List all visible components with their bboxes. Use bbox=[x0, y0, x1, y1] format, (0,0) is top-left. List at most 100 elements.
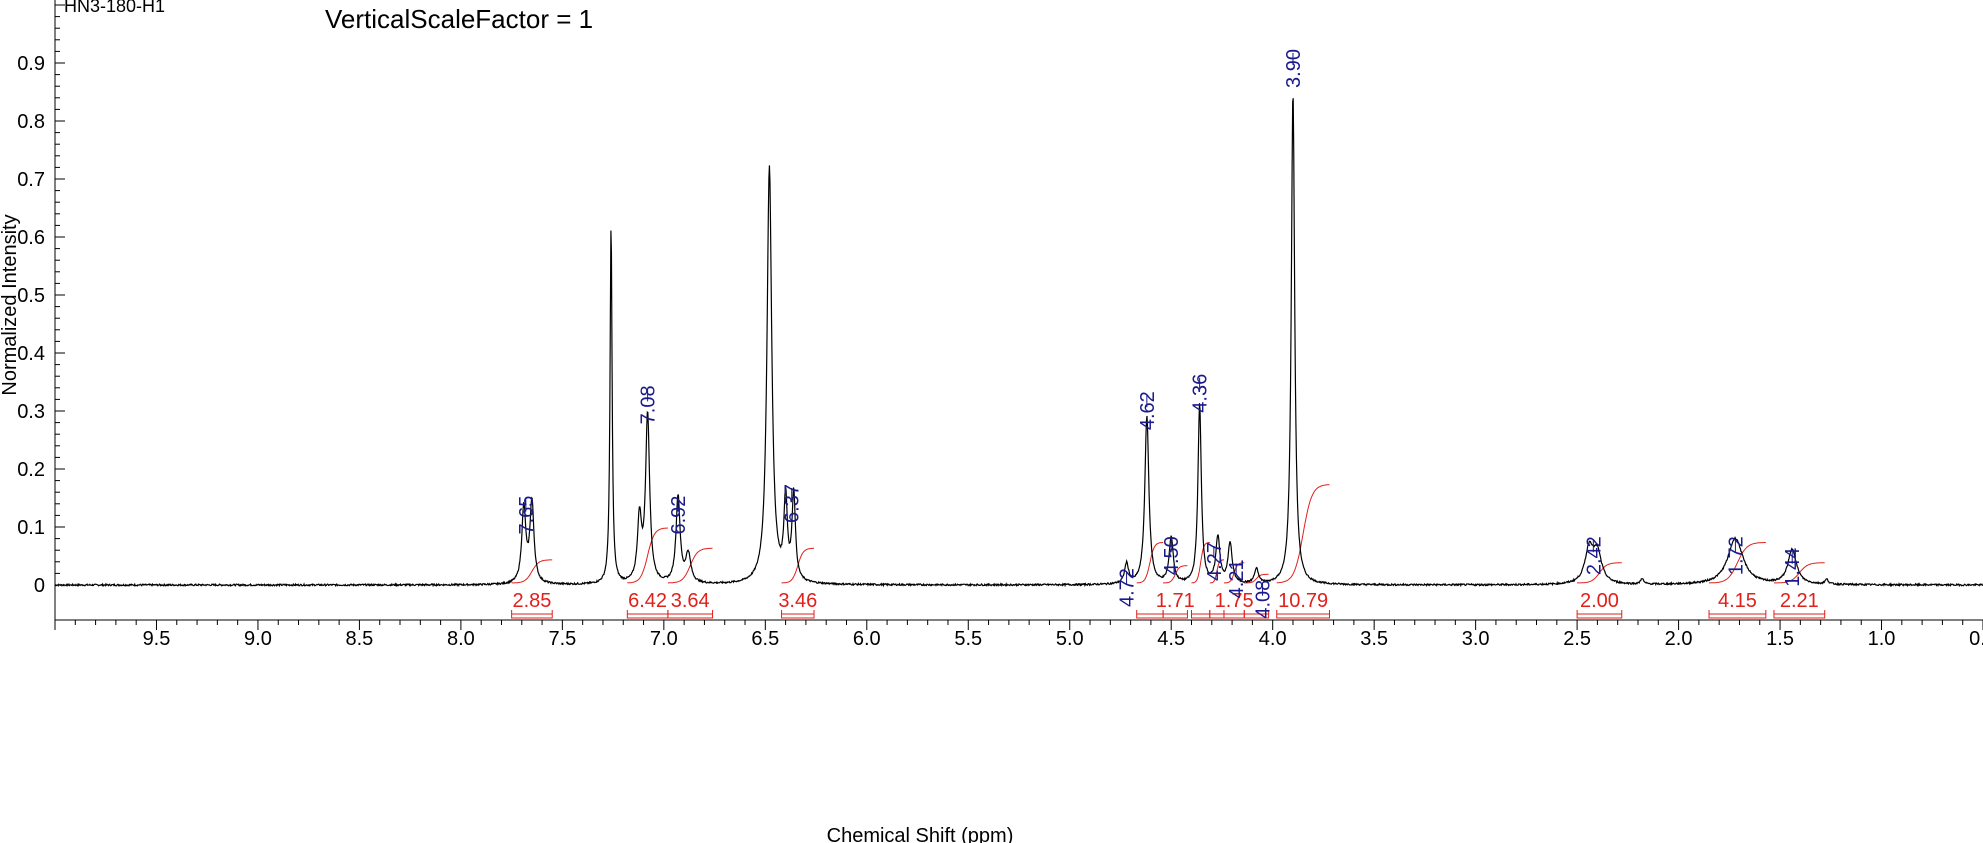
x-tick-label: 9.5 bbox=[143, 628, 171, 650]
axes-layer: 0 0.1 0.2 0.3 0.4 0.5 0.6 0.7 0.8 0.9 9.5 9.0 8.5 8.0… bbox=[17, 0, 1983, 650]
y-tick-label: 0.1 bbox=[17, 517, 45, 539]
integral-region: 1.71 bbox=[1156, 565, 1195, 619]
y-tick-label: 0 bbox=[34, 575, 45, 597]
peak-shift-label: 1.44 bbox=[1782, 548, 1804, 587]
integral-region: 3.64 bbox=[667, 547, 714, 619]
integral-curve bbox=[1577, 562, 1622, 584]
peak-shift-label: 4.50 bbox=[1161, 536, 1183, 575]
x-tick-label: 7.5 bbox=[548, 628, 576, 650]
peak-label: 4.36 bbox=[1190, 374, 1212, 413]
y-tick-label: 0.2 bbox=[17, 459, 45, 481]
integral-bracket bbox=[1708, 610, 1767, 619]
peak-shift-label: 3.90 bbox=[1283, 49, 1305, 88]
peak-label: 6.37 bbox=[782, 484, 804, 523]
x-tick-label: 3.5 bbox=[1360, 628, 1388, 650]
integral-region: 4.15 bbox=[1708, 542, 1767, 619]
x-tick-label: 8.5 bbox=[346, 628, 374, 650]
y-tick-label: 0.7 bbox=[17, 169, 45, 191]
spectrum-layer bbox=[54, 98, 1983, 588]
integral-region: 3.46 bbox=[778, 547, 817, 619]
y-tick-label: 0.8 bbox=[17, 111, 45, 133]
x-tick-label: 4.5 bbox=[1157, 628, 1185, 650]
peak-shift-label: 1.72 bbox=[1725, 536, 1747, 575]
x-tick-label: 6.0 bbox=[853, 628, 881, 650]
peak-label: 4.72 bbox=[1117, 568, 1139, 607]
peak-shift-label: 4.36 bbox=[1190, 374, 1212, 413]
x-tick-label: 5.5 bbox=[954, 628, 982, 650]
y-tick-label: 0.6 bbox=[17, 227, 45, 249]
integral-value-label: 2.21 bbox=[1780, 590, 1819, 612]
peak-label: 3.90 bbox=[1283, 49, 1305, 88]
integral-curve bbox=[1136, 542, 1164, 584]
integral-curve bbox=[1276, 484, 1330, 584]
peak-shift-label: 4.27 bbox=[1204, 542, 1226, 581]
peak-label: 1.72 bbox=[1725, 536, 1747, 575]
integral-bracket bbox=[1276, 610, 1331, 619]
integral-curve bbox=[781, 547, 814, 584]
integral-curve bbox=[1163, 565, 1188, 584]
peak-label: 2.42 bbox=[1583, 536, 1605, 575]
peak-label: 4.27 bbox=[1204, 542, 1226, 581]
y-tick-label: 0.9 bbox=[17, 53, 45, 75]
integral-curve bbox=[627, 527, 668, 584]
integral-value-label: 2.00 bbox=[1580, 590, 1619, 612]
peak-label: 4.62 bbox=[1137, 391, 1159, 430]
y-axis-title: Normalized Intensity bbox=[0, 214, 21, 395]
integrals-layer: 2.85 6.42 3.64 3.46 1.71 1.75 10.79 2.00 4.15 2.2… bbox=[511, 484, 1826, 619]
integral-curve bbox=[511, 559, 553, 584]
peak-shift-label: 4.72 bbox=[1117, 568, 1139, 607]
x-tick-label: 0.5 bbox=[1969, 628, 1983, 650]
peak-shift-label: 4.62 bbox=[1137, 391, 1159, 430]
peak-shift-label: 4.08 bbox=[1253, 580, 1275, 619]
integral-value-label: 6.42 bbox=[628, 590, 667, 612]
peak-label: 4.08 bbox=[1253, 580, 1275, 619]
x-tick-label: 3.0 bbox=[1462, 628, 1490, 650]
y-tick-label: 0.5 bbox=[17, 285, 45, 307]
vertical-scale-factor-label: VerticalScaleFactor = 1 bbox=[325, 4, 594, 34]
integral-region: 2.85 bbox=[511, 559, 553, 619]
x-tick-label: 1.5 bbox=[1766, 628, 1794, 650]
peak-shift-label: 7.65 bbox=[516, 496, 538, 535]
integral-curve bbox=[1209, 559, 1224, 584]
integral-value-label: 1.75 bbox=[1215, 590, 1254, 612]
integral-bracket bbox=[1243, 610, 1270, 619]
sample-id-label: HN3-180-H1 bbox=[64, 0, 166, 16]
peak-label: 1.44 bbox=[1782, 548, 1804, 587]
integral-value-label: 2.85 bbox=[512, 590, 551, 612]
peak-shift-label: 6.92 bbox=[668, 496, 690, 535]
peak-shift-label: 4.21 bbox=[1226, 559, 1248, 598]
integral-region: 10.79 bbox=[1276, 484, 1331, 619]
y-tick-label: 0.3 bbox=[17, 401, 45, 423]
peak-shift-label: 7.08 bbox=[638, 385, 660, 424]
integral-value-label: 10.79 bbox=[1278, 590, 1328, 612]
peak-label: 7.65 bbox=[516, 496, 538, 535]
y-tick-label: 0.4 bbox=[17, 343, 45, 365]
peak-labels-layer: 7.65 7.08 6.92 6.37 4.72 4.62 4.50 4.36 4.27 4.21… bbox=[516, 49, 1804, 619]
x-tick-label: 5.0 bbox=[1056, 628, 1084, 650]
integral-bracket bbox=[1162, 610, 1188, 619]
integral-value-label: 3.46 bbox=[778, 590, 817, 612]
peak-label: 4.50 bbox=[1161, 536, 1183, 575]
x-tick-label: 6.5 bbox=[751, 628, 779, 650]
x-tick-label: 2.5 bbox=[1563, 628, 1591, 650]
x-axis-title: Chemical Shift (ppm) bbox=[827, 825, 1014, 843]
peak-label: 6.92 bbox=[668, 496, 690, 535]
peak-label: 4.21 bbox=[1226, 559, 1248, 598]
x-tick-label: 4.0 bbox=[1259, 628, 1287, 650]
x-tick-label: 1.0 bbox=[1868, 628, 1896, 650]
integral-value-label: 3.64 bbox=[671, 590, 710, 612]
spectrum-line bbox=[54, 98, 1983, 588]
x-tick-label: 9.0 bbox=[244, 628, 272, 650]
integral-curve bbox=[1709, 542, 1766, 584]
integral-region: 6.42 bbox=[626, 527, 669, 619]
x-tick-label: 2.0 bbox=[1665, 628, 1693, 650]
integral-curve bbox=[1191, 542, 1210, 584]
integral-region: 2.00 bbox=[1576, 562, 1623, 619]
integral-value-label: 1.71 bbox=[1156, 590, 1195, 612]
x-tick-label: 7.0 bbox=[650, 628, 678, 650]
x-tick-label: 8.0 bbox=[447, 628, 475, 650]
peak-shift-label: 6.37 bbox=[782, 484, 804, 523]
integral-value-label: 4.15 bbox=[1718, 590, 1757, 612]
integral-region bbox=[1243, 573, 1270, 619]
